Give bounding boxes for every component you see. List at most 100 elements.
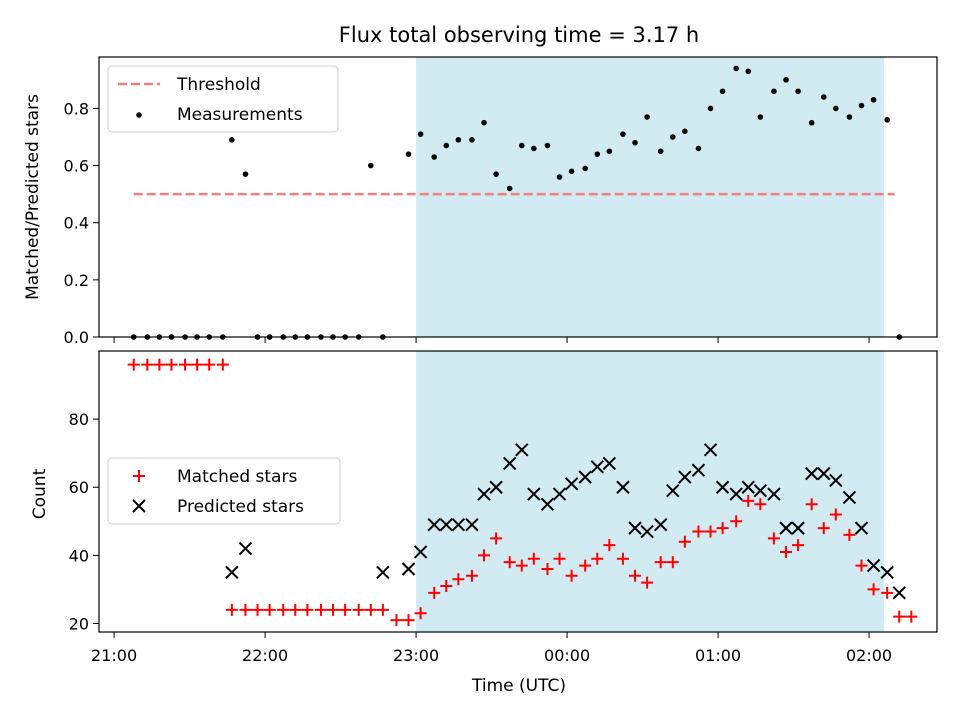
measurements-point: [443, 142, 450, 149]
matched-stars-point: [277, 603, 290, 616]
predicted-stars-point: [703, 443, 718, 457]
matched-stars-point: [503, 556, 516, 569]
predicted-stars-point: [817, 466, 831, 481]
matched-stars-point: [730, 515, 743, 528]
matched-stars-point: [742, 494, 755, 507]
measurements-point: [518, 142, 525, 149]
x-tick-label: 01:00: [695, 646, 741, 665]
matched-stars-point: [339, 603, 352, 616]
measurements-point: [795, 88, 801, 95]
measurements-point: [682, 128, 688, 135]
matched-stars-point: [428, 586, 441, 599]
matched-stars-point: [364, 603, 377, 616]
measurements-point: [820, 94, 827, 100]
predicted-stars-point: [842, 490, 857, 505]
matched-stars-point: [216, 358, 229, 371]
measurements-point: [745, 68, 752, 75]
matched-stars-point: [527, 552, 540, 565]
ratio-panel: 0.0 0.2 0.4 0.6 0.8: [64, 56, 938, 347]
predicted-stars-point: [741, 480, 755, 494]
measurements-point: [733, 65, 739, 72]
predicted-stars-point: [691, 463, 706, 477]
predicted-stars-point: [892, 586, 906, 600]
measurements-legend-label: Measurements: [177, 105, 303, 125]
measurements-point: [417, 131, 424, 137]
predicted-stars-point: [427, 518, 441, 532]
count-legend: Matched stars Predicted stars: [107, 457, 341, 525]
predicted-stars-point: [866, 558, 881, 573]
measurements-point: [808, 119, 815, 126]
matched-stars-point: [905, 610, 918, 623]
matched-stars-point: [829, 508, 842, 521]
measurements-point: [544, 142, 551, 149]
predicted-stars-point: [540, 497, 555, 511]
measurements-point: [242, 171, 249, 177]
count-y-axis-label: Count: [30, 468, 50, 519]
measurements-point: [556, 174, 563, 180]
matched-stars-point: [767, 532, 780, 545]
predicted-stars-point: [880, 565, 894, 580]
count-panel: 20 40 60 80 21:00 22:00 23:00 00:00 01:00 02:00: [69, 350, 938, 665]
y-tick-label: 40: [69, 546, 89, 565]
predicted-stars-point: [564, 477, 579, 491]
predicted-stars-point: [678, 470, 692, 484]
ratio-y-axis-label: Matched/Predicted stars: [23, 94, 43, 300]
matched-stars-point: [390, 614, 403, 627]
matched-stars-point: [817, 522, 830, 535]
predicted-stars-point: [829, 473, 843, 488]
measurements-point: [606, 148, 613, 155]
matched-legend-label: Matched stars: [177, 467, 297, 487]
measurements-point: [771, 88, 777, 95]
measurements-point: [455, 137, 462, 143]
predicted-stars-point: [715, 480, 730, 494]
ratio-legend: Threshold Measurements: [107, 65, 339, 133]
matched-stars-point: [893, 610, 906, 623]
predicted-stars-point: [401, 562, 416, 576]
x-tick-label: 21:00: [91, 646, 137, 665]
matched-stars-point: [843, 528, 856, 541]
matched-stars-point: [490, 532, 503, 545]
measurements-point: [469, 137, 475, 143]
matched-stars-point: [141, 358, 154, 371]
predicted-stars-point: [791, 521, 805, 535]
y-tick-label: 0.0: [64, 328, 89, 347]
measurements-point: [707, 105, 714, 112]
matched-stars-point: [153, 358, 166, 371]
predicted-stars-point: [640, 524, 654, 539]
y-tick-label: 0.2: [64, 271, 89, 290]
matched-stars-point: [465, 569, 478, 582]
axes-frame: [98, 350, 938, 633]
measurements-point: [846, 114, 853, 120]
matched-stars-point: [754, 498, 767, 511]
matched-stars-point: [179, 358, 192, 371]
matched-stars-point: [440, 580, 453, 593]
measurements-point: [568, 168, 575, 175]
matched-stars-point: [780, 545, 793, 558]
matched-stars-point: [666, 556, 679, 569]
count-legend-box: [107, 457, 341, 525]
y-tick-label: 0.4: [64, 214, 89, 233]
predicted-stars-point: [804, 466, 819, 481]
matched-stars-point: [452, 573, 465, 586]
measurements-point: [657, 148, 664, 155]
matched-stars-point: [692, 525, 705, 538]
matched-stars-point: [251, 603, 264, 616]
measurements-point: [632, 139, 638, 146]
matched-stars-point: [239, 603, 252, 616]
matched-stars-point: [376, 603, 389, 616]
matched-stars-point: [478, 549, 491, 562]
measurements-legend-swatch: [136, 112, 142, 118]
predicted-legend-swatch: [132, 499, 146, 513]
ratio-legend-box: [107, 65, 339, 133]
matched-stars-point: [641, 576, 654, 589]
matched-stars-point: [678, 535, 691, 548]
measurements-point: [695, 145, 702, 152]
matched-stars-point: [127, 358, 140, 371]
y-tick-label: 80: [69, 410, 89, 429]
y-tick-label: 20: [69, 614, 89, 633]
measurements-point: [506, 185, 513, 192]
matched-stars-point: [855, 559, 868, 572]
matched-stars-point: [704, 525, 717, 538]
predicted-stars-point: [590, 460, 604, 474]
